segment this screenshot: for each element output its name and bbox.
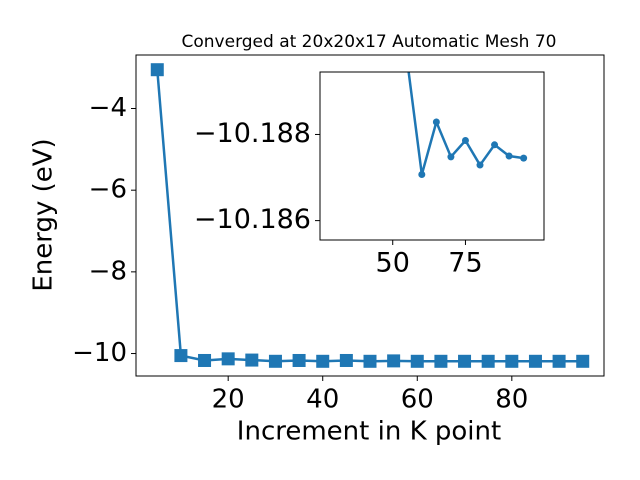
marker xyxy=(268,354,282,368)
axes-frame xyxy=(319,71,545,241)
marker xyxy=(174,349,188,363)
marker xyxy=(410,354,424,368)
marker xyxy=(339,353,353,367)
x-axis-label: Increment in K point xyxy=(237,417,501,447)
y-tick-label: −10.186 xyxy=(194,204,311,235)
marker xyxy=(292,353,306,367)
marker xyxy=(316,354,330,368)
marker xyxy=(245,353,259,367)
marker xyxy=(552,354,566,368)
marker xyxy=(387,354,401,368)
marker xyxy=(434,354,448,368)
marker xyxy=(198,353,212,367)
marker xyxy=(363,354,377,368)
x-tick-label: 20 xyxy=(212,385,245,415)
marker xyxy=(447,153,455,161)
line xyxy=(407,72,524,175)
marker xyxy=(418,171,426,179)
y-axis-label: Energy (eV) xyxy=(29,138,59,291)
axes-frame xyxy=(135,54,605,377)
x-tick-label: 40 xyxy=(306,385,339,415)
marker xyxy=(505,152,513,160)
marker xyxy=(476,161,484,169)
x-tick-label: 80 xyxy=(495,385,528,415)
marker xyxy=(520,154,528,162)
y-tick-label: −10 xyxy=(72,338,127,368)
y-tick-label: −6 xyxy=(89,175,127,205)
marker xyxy=(150,63,164,77)
x-tick-label: 75 xyxy=(448,248,482,279)
marker xyxy=(432,118,440,126)
x-tick-label: 60 xyxy=(401,385,434,415)
marker xyxy=(221,352,235,366)
series xyxy=(150,63,590,368)
y-tick-label: −8 xyxy=(89,256,127,286)
marker xyxy=(491,141,499,149)
marker xyxy=(481,354,495,368)
x-tick-label: 50 xyxy=(376,248,410,279)
y-tick-label: −4 xyxy=(89,93,127,123)
y-tick-label: −10.188 xyxy=(194,118,311,149)
chart-title: Converged at 20x20x17 Automatic Mesh 70 xyxy=(182,32,557,52)
marker xyxy=(576,354,590,368)
marker xyxy=(461,136,469,144)
marker xyxy=(458,354,472,368)
marker xyxy=(528,354,542,368)
marker xyxy=(505,354,519,368)
series xyxy=(407,72,528,179)
